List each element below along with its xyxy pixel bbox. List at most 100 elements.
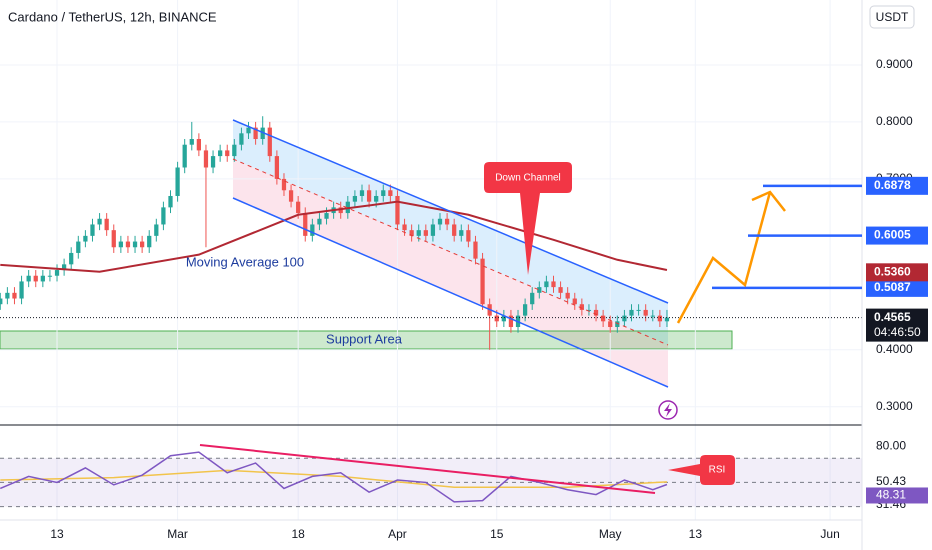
- candle-body: [657, 315, 662, 322]
- candle-body: [154, 224, 159, 236]
- candle-body: [12, 292, 17, 299]
- x-tick-label: May: [599, 527, 622, 541]
- currency: USDT: [876, 10, 909, 24]
- candle-body: [622, 315, 627, 322]
- x-tick-label: 15: [490, 527, 504, 541]
- candle-body: [636, 309, 641, 311]
- candle-body: [97, 218, 102, 225]
- level-label-box: [866, 226, 928, 245]
- candle-body: [395, 195, 400, 225]
- projection-arrow: [676, 191, 772, 324]
- candle-body: [246, 127, 251, 134]
- rsi-last-box: [866, 487, 928, 504]
- currency-box[interactable]: [869, 5, 915, 29]
- candle-body: [437, 218, 443, 225]
- rsi-callout: [668, 455, 735, 485]
- candle-body: [69, 252, 74, 265]
- candle-body: [147, 235, 152, 248]
- candle-body: [530, 292, 535, 305]
- candle-body: [125, 241, 131, 248]
- candle-body: [522, 304, 528, 316]
- rsi-line: [0, 451, 668, 503]
- candle-body: [267, 127, 272, 157]
- channel-mid: [232, 158, 669, 346]
- level-label-box: [866, 278, 928, 297]
- candle-body: [0, 298, 3, 305]
- y-tick-label: 0.4000: [876, 342, 913, 356]
- candle-body: [83, 235, 88, 242]
- candle-body: [288, 190, 294, 202]
- candle-body: [565, 292, 570, 299]
- candle-body: [586, 309, 592, 311]
- candle-body: [593, 309, 599, 316]
- candle-body: [76, 241, 81, 253]
- candle-body: [537, 287, 542, 293]
- last-price-label: 0.4565: [874, 310, 911, 324]
- x-tick-label: Mar: [167, 527, 188, 541]
- candle-body: [409, 230, 414, 236]
- candle-body: [225, 150, 230, 157]
- candle-body: [466, 230, 471, 242]
- projection-arrow-head: [751, 190, 786, 212]
- candle-body: [551, 281, 556, 288]
- candle-body: [544, 281, 549, 288]
- candle-body: [303, 213, 308, 236]
- x-tick-label: Jun: [820, 527, 839, 541]
- level-label: 0.5087: [874, 280, 911, 294]
- y-tick-label: 0.9000: [876, 57, 913, 71]
- rsi-callout-text: RSI: [709, 465, 726, 476]
- candle-body: [480, 258, 485, 305]
- x-tick-label: 13: [50, 527, 64, 541]
- candle-body: [381, 190, 386, 196]
- candle-body: [366, 190, 372, 202]
- candle-body: [118, 241, 123, 248]
- candle-body: [26, 275, 31, 282]
- candle-body: [643, 309, 648, 316]
- channel-callout-text: Down Channel: [495, 173, 561, 184]
- candle-body: [444, 218, 450, 225]
- candle-body: [47, 275, 53, 277]
- rsi-ma-line: [0, 469, 668, 489]
- candle-body: [218, 150, 223, 157]
- candle-body: [196, 139, 201, 151]
- candle-body: [19, 281, 24, 299]
- candle-body: [452, 224, 457, 236]
- candle-body: [132, 241, 138, 248]
- candle-body: [168, 195, 173, 208]
- y-tick-label: 0.3000: [876, 399, 913, 413]
- candle-body: [572, 298, 577, 305]
- candle-body: [140, 241, 145, 248]
- candle-body: [338, 207, 343, 214]
- candle-body: [61, 264, 67, 271]
- candle-body: [296, 201, 301, 214]
- candle-body: [473, 241, 478, 259]
- candle-body: [324, 213, 329, 219]
- candle-body: [274, 156, 280, 179]
- ma-label: 0.5360: [874, 264, 911, 278]
- rsi-tick-label: 80.00: [876, 438, 906, 452]
- candle-body: [501, 315, 506, 322]
- candle-body: [664, 317, 670, 322]
- x-tick-label: Apr: [388, 527, 407, 541]
- moving-average: [0, 200, 668, 273]
- candle-body: [423, 230, 428, 236]
- candle-body: [40, 275, 45, 282]
- candle-body: [615, 321, 620, 328]
- candle-body: [90, 224, 95, 236]
- candle-body: [650, 315, 655, 317]
- candle-body: [281, 178, 287, 191]
- level-label: 0.6005: [874, 228, 911, 242]
- candle-body: [558, 287, 563, 293]
- candle-body: [232, 144, 237, 157]
- ma-label-box: [866, 263, 928, 282]
- rsi-ma-label: 50.43: [876, 474, 906, 488]
- channel-callout: [484, 162, 572, 275]
- candle-body: [579, 304, 584, 310]
- candle-body: [508, 315, 514, 328]
- rsi-last-label: 48.31: [876, 488, 906, 502]
- last-price-box: [866, 308, 928, 342]
- candle-body: [601, 315, 606, 322]
- candle-body: [374, 195, 379, 202]
- candle-body: [210, 156, 216, 168]
- candle-body: [629, 309, 634, 316]
